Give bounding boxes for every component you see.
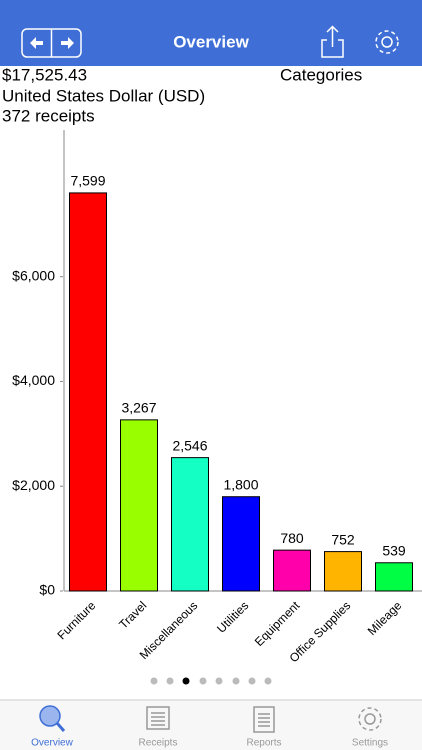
bar <box>120 419 158 592</box>
y-tick-label: $2,000 <box>12 477 55 493</box>
search-icon <box>39 705 61 727</box>
data-label: 780 <box>280 530 304 546</box>
receipt-icon <box>146 706 170 730</box>
nav-title: Overview <box>173 32 249 51</box>
y-tick-label: $0 <box>39 582 55 598</box>
y-tick-label: $4,000 <box>12 372 55 388</box>
x-tick-label: Furniture <box>55 598 99 642</box>
view-mode[interactable]: Categories <box>280 65 362 84</box>
nav-arrows[interactable] <box>21 28 82 58</box>
search-handle <box>55 722 66 732</box>
x-tick-label: Utilities <box>214 598 251 635</box>
report-icon <box>253 706 275 733</box>
bar <box>324 551 362 592</box>
tab-icon[interactable] <box>39 705 66 732</box>
data-label: 3,267 <box>121 400 156 416</box>
bar <box>171 457 209 592</box>
tab-icon[interactable] <box>146 706 170 730</box>
y-tick-label: $6,000 <box>12 267 55 283</box>
tabs: Overview Receipts Reports Settings <box>31 705 388 749</box>
tab-label[interactable]: Overview <box>31 738 73 749</box>
gear-inner <box>364 713 376 725</box>
currency: United States Dollar (USD) <box>2 86 205 105</box>
tab-label[interactable]: Receipts <box>139 738 178 749</box>
tab-icon[interactable] <box>253 706 275 733</box>
x-tick-label: Travel <box>116 598 149 631</box>
data-label: 1,800 <box>223 476 258 492</box>
data-label: 7,599 <box>70 173 105 189</box>
bar <box>375 562 413 592</box>
chart: $0 $2,000 $4,000 $6,000 7,599 Furniture 3,267 T… <box>12 130 422 665</box>
bar <box>69 192 107 592</box>
data-label: 752 <box>331 531 355 547</box>
data-label: 2,546 <box>172 437 207 453</box>
x-tick-label: Equipment <box>252 598 303 649</box>
tab-label[interactable]: Reports <box>246 738 281 749</box>
tab-label[interactable]: Settings <box>352 738 388 749</box>
page-dots <box>150 677 272 685</box>
tab-icon[interactable] <box>358 707 382 731</box>
share-button[interactable] <box>321 25 344 58</box>
receipt-count: 372 receipts <box>2 106 95 125</box>
nav-bar <box>0 0 422 66</box>
x-tick-label: Mileage <box>365 598 405 638</box>
gear-outer <box>358 707 382 731</box>
bar <box>222 496 260 592</box>
bar <box>273 549 311 592</box>
total: $17,525.43 <box>2 65 87 84</box>
data-label: 539 <box>382 542 406 558</box>
tab-bar <box>0 700 422 750</box>
settings-button[interactable] <box>375 30 399 54</box>
